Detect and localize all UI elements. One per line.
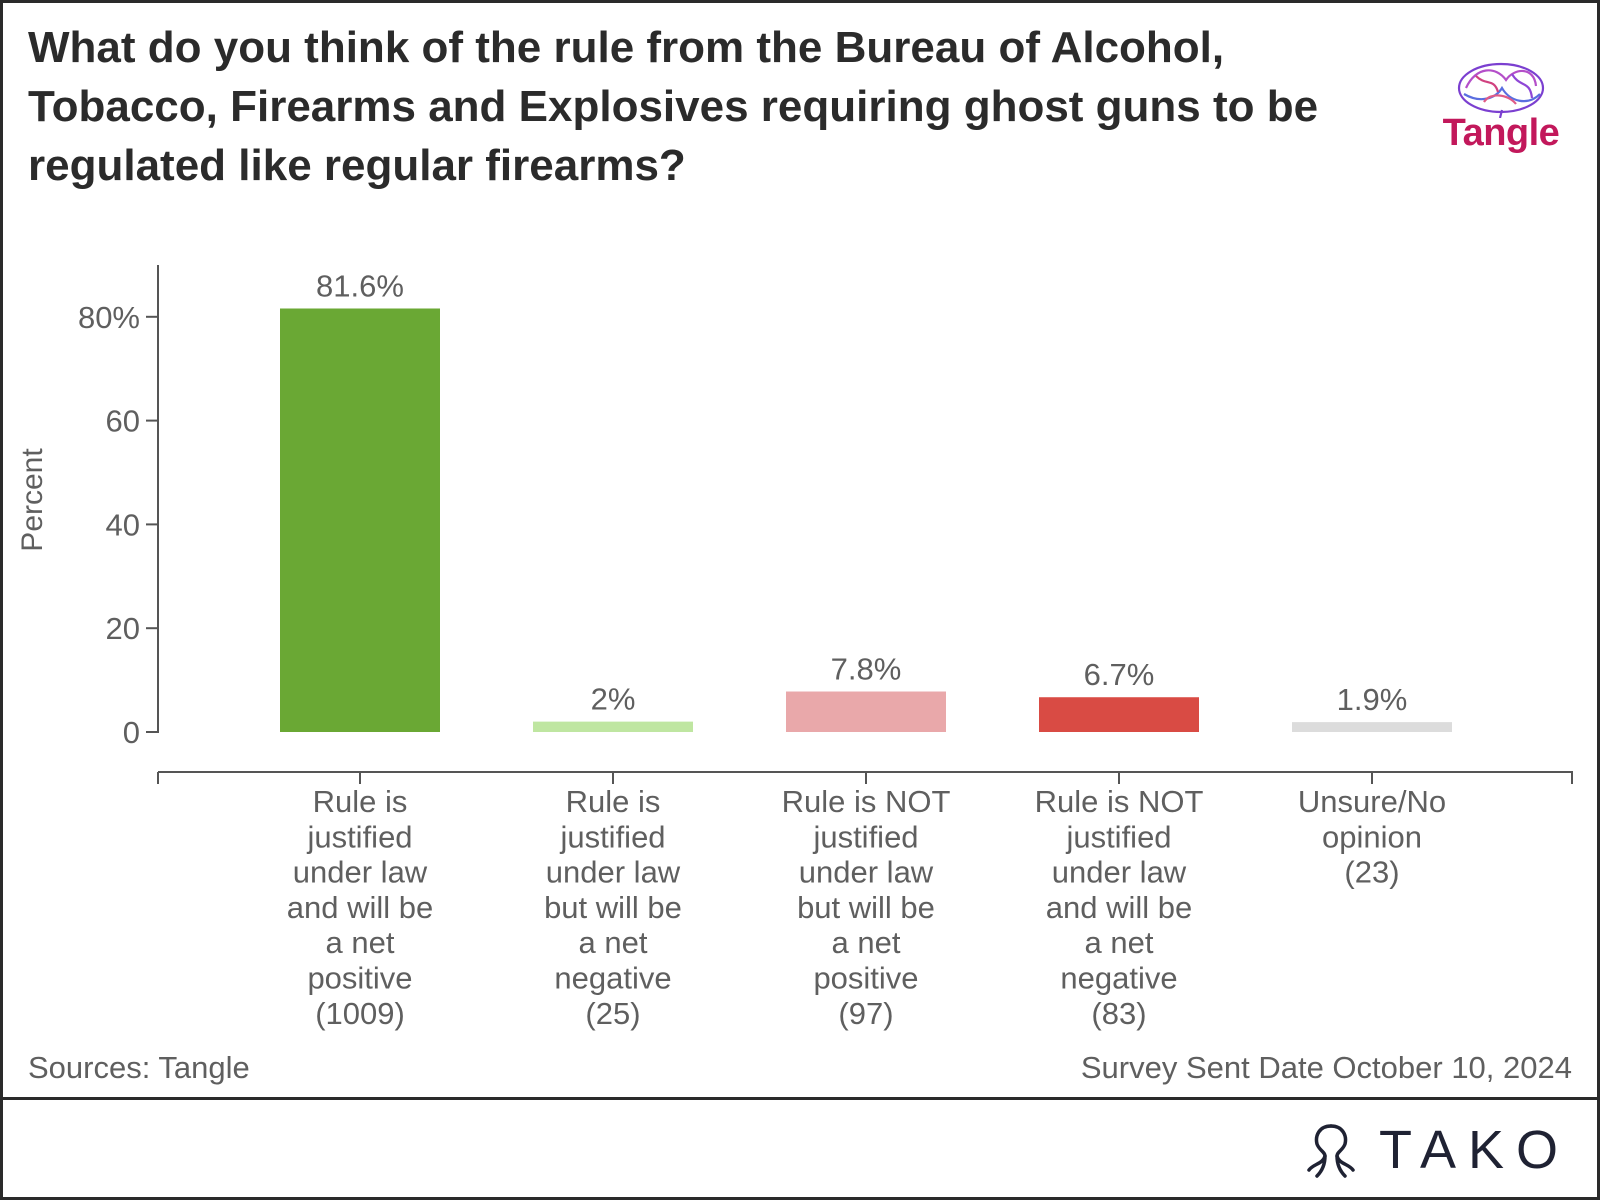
y-tick-label: 40 — [106, 507, 140, 542]
y-tick-label: 60 — [106, 404, 140, 439]
x-ticks: Rule is justified under law and will be a ne… — [157, 772, 1573, 1031]
bar-value-label: 2% — [591, 682, 636, 717]
octopus-icon — [1307, 1124, 1355, 1178]
tangle-logo: Tangle — [1436, 58, 1566, 168]
y-tick-label: 80% — [78, 300, 140, 335]
bars: 81.6% 2% 7.8% 6.7% 1.9% — [280, 268, 1452, 732]
bar — [1039, 697, 1199, 732]
y-ticks: 0 20 40 60 80% — [78, 300, 158, 750]
x-tick-label: Rule is NOT justified under law but will be… — [782, 784, 951, 1031]
chart-title: What do you think of the rule from the B… — [28, 23, 1319, 190]
bar-value-label: 81.6% — [316, 268, 404, 303]
bar — [280, 308, 440, 732]
x-tick-label: Rule is justified under law but will be a ne… — [544, 784, 682, 1031]
y-axis-label: Percent — [16, 448, 49, 552]
y-tick-label: 20 — [106, 611, 140, 646]
brain-icon — [1457, 62, 1545, 119]
x-tick-label: Unsure/No opinion (23) — [1298, 784, 1446, 890]
survey-date: Survey Sent Date October 10, 2024 — [1080, 1050, 1572, 1085]
logo-text: Tangle — [1442, 112, 1560, 154]
source-note: Sources: Tangle — [28, 1050, 250, 1085]
bar-chart: Percent 0 20 40 60 80% 81.6% 2% 7.8% 6.7% 1.9% R… — [16, 265, 1573, 1031]
bar — [1292, 722, 1452, 732]
bar-value-label: 1.9% — [1337, 682, 1408, 717]
x-tick-label: Rule is NOT justified under law and will be… — [1035, 784, 1204, 1031]
tako-logo: TAKO — [1301, 1120, 1570, 1180]
y-tick-label: 0 — [123, 715, 140, 750]
tako-wordmark: TAKO — [1378, 1120, 1570, 1180]
bar — [533, 721, 693, 732]
bar — [786, 691, 946, 732]
bar-value-label: 7.8% — [831, 652, 902, 687]
x-tick-label: Rule is justified under law and will be a ne… — [287, 784, 433, 1031]
bar-value-label: 6.7% — [1084, 657, 1155, 692]
footer-divider — [0, 1097, 1600, 1100]
